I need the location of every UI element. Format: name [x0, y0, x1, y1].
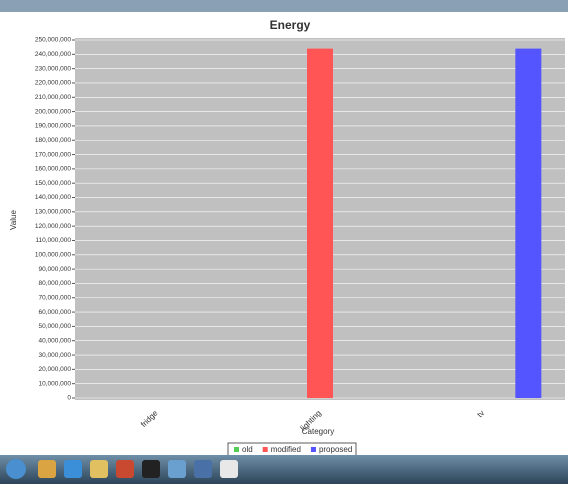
start-button[interactable] [6, 459, 26, 479]
chart-title: Energy [270, 18, 311, 32]
taskbar [0, 455, 568, 484]
y-tick-label: 80,000,000 [38, 280, 71, 287]
taskbar-icon[interactable] [142, 460, 160, 478]
page: Energy Value Category oldmodifiedpropose… [0, 0, 568, 489]
y-tick-label: 140,000,000 [35, 194, 72, 201]
y-tick-label: 70,000,000 [38, 294, 71, 301]
y-tick-label: 210,000,000 [35, 94, 72, 101]
taskbar-icon[interactable] [64, 460, 82, 478]
y-tick-label: 60,000,000 [38, 309, 71, 316]
y-tick-label: 90,000,000 [38, 266, 71, 273]
bar [515, 49, 541, 398]
y-tick-label: 230,000,000 [35, 65, 72, 72]
y-tick-label: 130,000,000 [35, 209, 72, 216]
y-tick-label: 0 [67, 395, 71, 402]
legend-label: modified [271, 445, 301, 454]
taskbar-icon[interactable] [168, 460, 186, 478]
y-tick-label: 10,000,000 [38, 380, 71, 387]
taskbar-icon[interactable] [220, 460, 238, 478]
y-tick-label: 240,000,000 [35, 51, 72, 58]
window-bar [0, 0, 568, 12]
legend-swatch [234, 447, 239, 452]
y-tick-label: 120,000,000 [35, 223, 72, 230]
legend-swatch [263, 447, 268, 452]
y-tick-label: 180,000,000 [35, 137, 72, 144]
y-tick-label: 160,000,000 [35, 166, 72, 173]
y-tick-label: 30,000,000 [38, 352, 71, 359]
y-tick-label: 20,000,000 [38, 366, 71, 373]
taskbar-icon[interactable] [116, 460, 134, 478]
legend-label: old [242, 445, 253, 454]
y-tick-label: 220,000,000 [35, 80, 72, 87]
screen: Energy Value Category oldmodifiedpropose… [0, 0, 568, 484]
legend-label: proposed [319, 445, 352, 454]
taskbar-icon[interactable] [38, 460, 56, 478]
legend: old modified proposed [228, 443, 356, 457]
y-tick-label: 250,000,000 [35, 37, 72, 44]
bar [307, 49, 333, 398]
taskbar-icon[interactable] [90, 460, 108, 478]
legend-swatch [311, 447, 316, 452]
y-tick-label: 170,000,000 [35, 151, 72, 158]
y-tick-label: 190,000,000 [35, 123, 72, 130]
y-tick-label: 40,000,000 [38, 337, 71, 344]
taskbar-icon[interactable] [194, 460, 212, 478]
y-tick-label: 50,000,000 [38, 323, 71, 330]
y-tick-label: 100,000,000 [35, 252, 72, 259]
y-tick-label: 110,000,000 [35, 237, 71, 244]
y-tick-label: 150,000,000 [35, 180, 72, 187]
y-tick-label: 200,000,000 [35, 108, 72, 115]
y-axis-label: Value [9, 210, 18, 230]
